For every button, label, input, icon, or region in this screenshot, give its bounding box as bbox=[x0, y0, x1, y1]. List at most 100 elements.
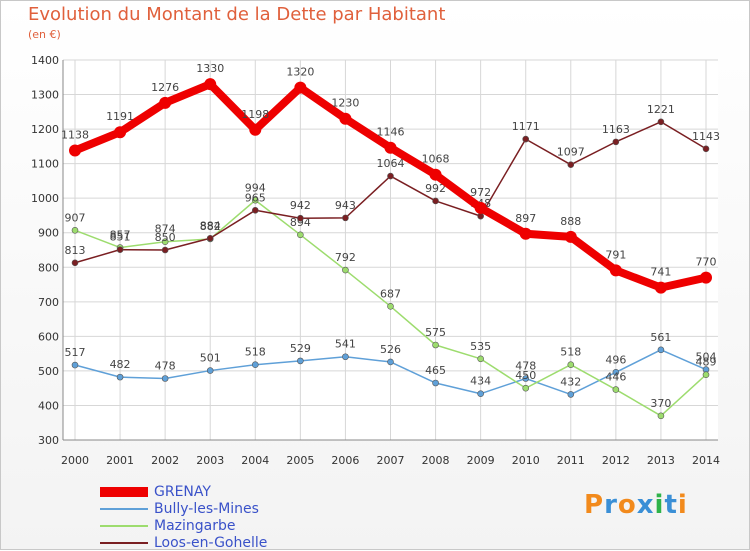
data-label-grenay: 1198 bbox=[241, 108, 269, 121]
data-label-bully-les-mines: 434 bbox=[470, 375, 491, 388]
data-point-mazingarbe bbox=[612, 386, 620, 393]
data-label-grenay: 1276 bbox=[151, 81, 179, 94]
x-tick-label: 2000 bbox=[61, 454, 89, 467]
data-label-bully-les-mines: 432 bbox=[560, 375, 581, 388]
data-point-loos-en-gohelle bbox=[522, 135, 530, 143]
data-point-bully-les-mines bbox=[657, 346, 665, 354]
y-tick-label: 700 bbox=[38, 296, 59, 309]
data-label-mazingarbe: 792 bbox=[335, 251, 356, 264]
data-label-loos-en-gohelle: 1163 bbox=[602, 123, 630, 136]
data-point-bully-les-mines bbox=[477, 390, 484, 398]
data-label-loos-en-gohelle: 942 bbox=[290, 199, 311, 212]
data-point-loos-en-gohelle bbox=[71, 259, 79, 267]
data-label-loos-en-gohelle: 850 bbox=[155, 231, 176, 244]
data-point-bully-les-mines bbox=[342, 353, 349, 361]
data-label-mazingarbe: 370 bbox=[650, 397, 671, 410]
data-label-bully-les-mines: 504 bbox=[696, 351, 717, 364]
y-tick-label: 300 bbox=[38, 434, 59, 447]
data-point-mazingarbe bbox=[71, 227, 79, 234]
data-label-grenay: 888 bbox=[560, 215, 581, 228]
chart-title: Evolution du Montant de la Dette par Hab… bbox=[28, 4, 446, 25]
data-label-mazingarbe: 450 bbox=[515, 369, 536, 382]
chart-unit: (en €) bbox=[28, 28, 61, 41]
y-tick-label: 600 bbox=[38, 330, 59, 343]
x-tick-label: 2004 bbox=[241, 454, 269, 467]
proxiti-logo: Proxiti bbox=[584, 490, 688, 520]
data-label-mazingarbe: 882 bbox=[200, 220, 221, 233]
y-tick-label: 1000 bbox=[31, 192, 59, 205]
data-label-bully-les-mines: 465 bbox=[425, 364, 446, 377]
x-tick-label: 2007 bbox=[377, 454, 405, 467]
y-tick-label: 1400 bbox=[31, 54, 59, 67]
x-tick-label: 2005 bbox=[286, 454, 314, 467]
data-label-bully-les-mines: 526 bbox=[380, 343, 401, 356]
legend-item: Bully-les-Mines bbox=[100, 501, 259, 517]
data-label-mazingarbe: 446 bbox=[605, 371, 626, 384]
legend-label: Bully-les-Mines bbox=[154, 501, 259, 517]
data-point-grenay bbox=[294, 81, 307, 94]
x-tick-label: 2014 bbox=[692, 454, 720, 467]
data-point-loos-en-gohelle bbox=[342, 214, 349, 222]
legend-label: GRENAY bbox=[154, 484, 211, 500]
y-tick-label: 1200 bbox=[31, 123, 59, 136]
data-label-grenay: 1068 bbox=[422, 153, 450, 166]
data-label-bully-les-mines: 561 bbox=[650, 331, 671, 344]
data-point-grenay bbox=[204, 78, 217, 91]
data-label-mazingarbe: 994 bbox=[245, 181, 266, 194]
data-label-loos-en-gohelle: 965 bbox=[245, 191, 266, 204]
data-label-loos-en-gohelle: 851 bbox=[110, 231, 131, 244]
legend-swatch bbox=[100, 542, 148, 544]
data-point-grenay bbox=[654, 281, 667, 294]
data-label-loos-en-gohelle: 884 bbox=[200, 219, 221, 232]
y-tick-label: 1100 bbox=[31, 158, 59, 171]
data-label-mazingarbe: 907 bbox=[65, 211, 86, 224]
data-label-bully-les-mines: 518 bbox=[245, 346, 266, 359]
data-point-bully-les-mines bbox=[116, 373, 124, 381]
data-label-bully-les-mines: 478 bbox=[515, 360, 536, 373]
data-point-loos-en-gohelle bbox=[432, 197, 439, 205]
data-point-mazingarbe bbox=[567, 361, 575, 368]
x-tick-label: 2008 bbox=[422, 454, 450, 467]
data-point-grenay bbox=[249, 123, 262, 136]
data-point-bully-les-mines bbox=[612, 368, 620, 376]
data-label-grenay: 1330 bbox=[196, 62, 224, 75]
data-label-grenay: 770 bbox=[696, 256, 717, 269]
x-tick-label: 2009 bbox=[467, 454, 495, 467]
data-point-grenay bbox=[159, 96, 172, 109]
data-point-loos-en-gohelle bbox=[297, 214, 304, 222]
data-label-bully-les-mines: 517 bbox=[65, 346, 86, 359]
data-point-bully-les-mines bbox=[432, 379, 439, 387]
data-point-loos-en-gohelle bbox=[702, 145, 710, 153]
legend-label: Mazingarbe bbox=[154, 518, 236, 534]
legend-item: Loos-en-Gohelle bbox=[100, 535, 267, 551]
x-tick-label: 2003 bbox=[196, 454, 224, 467]
data-point-grenay bbox=[429, 168, 442, 181]
data-label-loos-en-gohelle: 1143 bbox=[692, 130, 720, 143]
data-point-grenay bbox=[609, 264, 622, 277]
data-label-bully-les-mines: 478 bbox=[155, 360, 176, 373]
x-tick-label: 2010 bbox=[512, 454, 540, 467]
data-point-bully-les-mines bbox=[297, 357, 304, 365]
data-point-loos-en-gohelle bbox=[477, 212, 484, 220]
data-point-grenay bbox=[700, 271, 712, 284]
data-label-bully-les-mines: 496 bbox=[605, 353, 626, 366]
data-point-mazingarbe bbox=[161, 238, 169, 246]
legend-item: GRENAY bbox=[100, 484, 211, 500]
data-point-mazingarbe bbox=[702, 371, 710, 379]
data-point-mazingarbe bbox=[297, 231, 304, 239]
data-label-mazingarbe: 857 bbox=[110, 229, 131, 242]
data-label-bully-les-mines: 482 bbox=[110, 358, 131, 371]
data-point-mazingarbe bbox=[477, 355, 484, 363]
data-label-mazingarbe: 518 bbox=[560, 346, 581, 359]
data-point-grenay bbox=[474, 201, 487, 214]
legend-swatch bbox=[100, 508, 148, 510]
data-label-grenay: 1191 bbox=[106, 110, 134, 123]
data-label-loos-en-gohelle: 992 bbox=[425, 182, 446, 195]
data-label-grenay: 897 bbox=[515, 212, 536, 225]
data-label-mazingarbe: 535 bbox=[470, 340, 491, 353]
data-point-mazingarbe bbox=[342, 266, 349, 274]
y-tick-label: 1300 bbox=[31, 89, 59, 102]
x-tick-label: 2011 bbox=[557, 454, 585, 467]
data-point-bully-les-mines bbox=[567, 391, 575, 398]
